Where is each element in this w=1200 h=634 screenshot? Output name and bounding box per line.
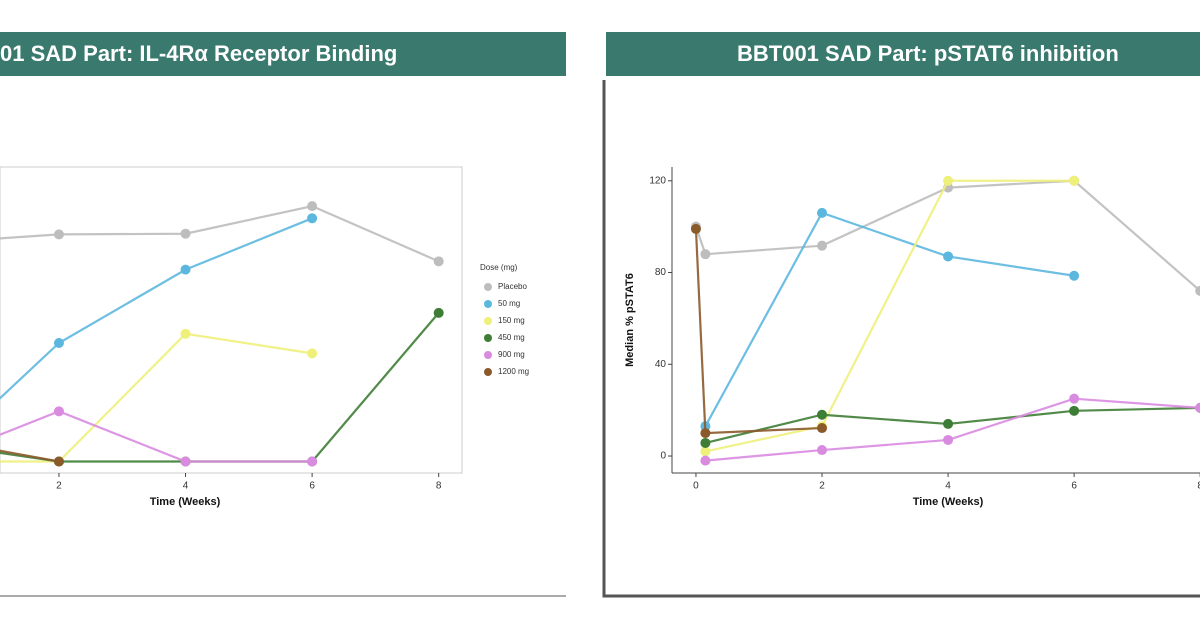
y-tick-label: 80 [655, 267, 667, 278]
x-axis-title: Time (Weeks) [913, 496, 984, 508]
data-point [433, 307, 444, 318]
data-point [943, 434, 954, 445]
legend-label: 450 mg [498, 333, 525, 342]
series-line [705, 179, 1075, 453]
data-point [943, 251, 954, 262]
data-point [943, 418, 954, 429]
series-line [0, 217, 313, 400]
data-point [817, 240, 828, 251]
data-point [53, 338, 64, 349]
data-point [700, 437, 711, 448]
series-line [694, 228, 823, 435]
x-tick-label: 8 [1197, 481, 1200, 492]
header-band [0, 32, 566, 76]
legend-marker [484, 317, 492, 325]
panel-border [602, 80, 1200, 598]
x-tick-label: 4 [183, 481, 189, 492]
plot-layer [690, 175, 1200, 466]
y-axis-title: Median % pSTAT6 [624, 273, 636, 367]
legend-marker [484, 351, 492, 359]
series-line [0, 312, 440, 463]
plot-layer [0, 201, 444, 467]
chart-title: 01 SAD Part: IL-4Rα Receptor Binding [0, 41, 397, 66]
series-line [704, 211, 1075, 427]
x-tick-label: 6 [1071, 481, 1077, 492]
x-tick-label: 0 [693, 481, 699, 492]
x-tick-label: 6 [309, 481, 315, 492]
x-tick-label: 2 [56, 481, 62, 492]
legend-label: 1200 mg [498, 367, 529, 376]
data-point [690, 223, 701, 234]
y-tick-label: 0 [660, 451, 666, 462]
legend-marker [484, 283, 492, 291]
data-point [307, 201, 318, 212]
data-point [307, 348, 318, 359]
legend-marker [484, 334, 492, 342]
data-point [53, 456, 64, 467]
header-band [606, 32, 1200, 76]
legend-label: Placebo [498, 282, 527, 291]
data-point [943, 175, 954, 186]
data-point [1069, 405, 1080, 416]
series-line [694, 179, 1200, 292]
data-point [817, 445, 828, 456]
data-point [700, 428, 711, 439]
data-point [1069, 175, 1080, 186]
data-point [180, 264, 191, 275]
data-point [307, 213, 318, 224]
data-point [1069, 270, 1080, 281]
data-point [817, 423, 828, 434]
chart-title: BBT001 SAD Part: pSTAT6 inhibition [737, 41, 1119, 66]
data-point [180, 228, 191, 239]
series-line [0, 410, 313, 463]
data-point [817, 207, 828, 218]
data-point [53, 229, 64, 240]
x-tick-label: 4 [945, 481, 951, 492]
x-tick-label: 2 [819, 481, 825, 492]
data-point [1195, 402, 1200, 413]
legend-label: 900 mg [498, 350, 525, 359]
data-point [700, 249, 711, 260]
data-point [1069, 393, 1080, 404]
data-point [700, 446, 711, 457]
y-tick-label: 40 [655, 359, 667, 370]
x-axis-title: Time (Weeks) [150, 496, 221, 508]
data-point [53, 406, 64, 417]
series-line [0, 204, 440, 263]
data-point [433, 256, 444, 267]
data-point [180, 456, 191, 467]
legend-marker [484, 300, 492, 308]
data-point [817, 409, 828, 420]
x-tick-label: 8 [436, 481, 442, 492]
data-point [700, 455, 711, 466]
data-point [1195, 285, 1200, 296]
legend-label: 150 mg [498, 316, 525, 325]
data-point [307, 456, 318, 467]
series-line [0, 332, 313, 463]
data-point [180, 328, 191, 339]
plot-box [0, 166, 463, 474]
legend-label: 50 mg [498, 299, 520, 308]
series-line [0, 449, 60, 463]
y-tick-label: 120 [649, 175, 666, 186]
legend-marker [484, 368, 492, 376]
legend-title: Dose (mg) [480, 263, 518, 272]
